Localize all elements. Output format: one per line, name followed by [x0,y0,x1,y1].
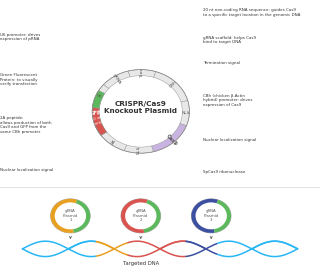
Text: Green Fluorescent
Protein: to visually
verify transfection: Green Fluorescent Protein: to visually v… [0,73,37,86]
Circle shape [191,199,231,233]
Wedge shape [92,84,109,108]
Wedge shape [214,200,231,233]
Text: gRNA
Plasmid
2: gRNA Plasmid 2 [133,209,148,222]
Wedge shape [144,200,161,233]
Text: NLS: NLS [182,111,190,115]
Text: Nuclear localization signal: Nuclear localization signal [0,169,53,172]
Circle shape [121,199,161,233]
Circle shape [51,199,90,233]
Wedge shape [152,123,187,152]
Text: Cas9: Cas9 [165,133,178,147]
Wedge shape [92,90,107,135]
Text: 20 nt non-coding RNA sequence: guides Cas9
to a specific target location in the : 20 nt non-coding RNA sequence: guides Ca… [203,8,300,17]
Text: CBh: CBh [169,80,178,89]
Text: gRNA: gRNA [112,73,122,85]
Wedge shape [92,108,107,135]
Text: SpCas9 ribonuclease: SpCas9 ribonuclease [203,170,245,174]
Wedge shape [51,199,77,233]
Text: CBh (chicken β-Actin
hybrid) promoter: drives
expression of Cas9: CBh (chicken β-Actin hybrid) promoter: d… [203,94,253,107]
Text: U6: U6 [96,94,103,100]
Wedge shape [128,70,156,77]
Wedge shape [104,71,130,88]
Text: Targeted DNA: Targeted DNA [123,261,159,266]
Wedge shape [180,101,189,126]
Text: 2A peptide:
allows production of both
Cas9 and GFP from the
same CBh promoter: 2A peptide: allows production of both Ca… [0,116,52,134]
Text: Nuclear localization signal: Nuclear localization signal [203,138,257,142]
Text: NLS: NLS [137,146,141,154]
Wedge shape [101,132,127,151]
Text: Termination signal: Termination signal [203,61,240,65]
Text: U6 promoter: drives
expression of pRNA: U6 promoter: drives expression of pRNA [0,33,40,42]
Text: 2A: 2A [110,139,117,146]
Text: gRNA scaffold: helps Cas9
bind to target DNA: gRNA scaffold: helps Cas9 bind to target… [203,35,256,44]
Wedge shape [154,72,188,102]
Wedge shape [73,200,90,233]
Wedge shape [121,199,148,233]
Wedge shape [191,199,218,233]
Text: CRISPR/Cas9
Knockout Plasmid: CRISPR/Cas9 Knockout Plasmid [104,101,177,114]
Text: gRNA
Plasmid
3: gRNA Plasmid 3 [204,209,219,222]
Text: Term: Term [140,67,144,78]
Text: 20 nt
Recombiner: 20 nt Recombiner [85,114,109,128]
Wedge shape [124,145,153,153]
Circle shape [99,76,182,147]
Text: gRNA
Plasmid
1: gRNA Plasmid 1 [63,209,78,222]
Text: GFP: GFP [90,110,102,116]
